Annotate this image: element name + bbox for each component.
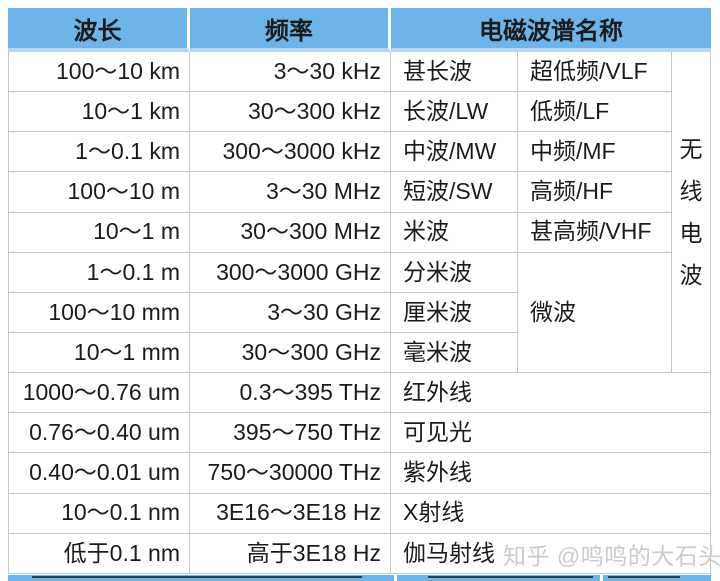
cropped-column-divider: [394, 575, 397, 581]
band-cell: 甚长波: [391, 52, 518, 93]
band-cell: 伽马射线: [391, 533, 711, 574]
frequency-cell: 3～30 MHz: [190, 172, 391, 213]
band-cell: 长波/LW: [391, 92, 518, 133]
cropped-text-fragment: [428, 576, 593, 578]
band-cell: 米波: [391, 212, 518, 253]
wavelength-cell: 10～1 km: [8, 92, 190, 133]
wavelength-cell: 100～10 mm: [8, 292, 190, 333]
band-cell: 红外线: [391, 373, 711, 414]
wavelength-cell: 0.40～0.01 um: [8, 453, 190, 494]
header-spectrum-name: 电磁波谱名称: [391, 8, 711, 52]
cropped-column-divider: [600, 575, 603, 581]
freq-band-cell: 中频/MF: [518, 132, 672, 173]
frequency-cell: 750～30000 THz: [190, 453, 391, 494]
band-cell: 紫外线: [391, 453, 711, 494]
cropped-text-fragment: [608, 576, 680, 578]
frequency-cell: 300～3000 kHz: [190, 132, 391, 173]
frequency-cell: 3E16～3E18 Hz: [190, 493, 391, 534]
header-wavelength: 波长: [8, 8, 190, 52]
frequency-cell: 0.3～395 THz: [190, 373, 391, 414]
frequency-cell: 395～750 THz: [190, 413, 391, 454]
frequency-cell: 30～300 MHz: [190, 212, 391, 253]
freq-band-cell: 超低频/VLF: [518, 52, 672, 93]
spectrum-table: 波长 频率 电磁波谱名称 无线电波 微波 100～10 km 3～30 kHz …: [8, 8, 711, 574]
header-frequency: 频率: [190, 8, 391, 52]
frequency-cell: 高于3E18 Hz: [190, 533, 391, 574]
band-cell: 厘米波: [391, 292, 518, 333]
wavelength-cell: 100～10 km: [8, 52, 190, 93]
frequency-cell: 3～30 kHz: [190, 52, 391, 93]
band-cell: 短波/SW: [391, 172, 518, 213]
radio-wave-group-cell: 无线电波: [672, 52, 711, 374]
frequency-cell: 30～300 GHz: [190, 332, 391, 374]
wavelength-cell: 100～10 m: [8, 172, 190, 213]
band-cell: 毫米波: [391, 332, 518, 374]
wavelength-cell: 1000～0.76 um: [8, 373, 190, 414]
watermark: 知乎 @鸣鸣的大石头: [503, 543, 720, 569]
band-cell: 中波/MW: [391, 132, 518, 173]
wavelength-cell: 1～0.1 km: [8, 132, 190, 173]
freq-band-cell: 甚高频/VHF: [518, 212, 672, 253]
wavelength-cell: 低于0.1 nm: [8, 533, 190, 574]
wavelength-cell: 10～0.1 nm: [8, 493, 190, 534]
wavelength-cell: 10～1 m: [8, 212, 190, 253]
wavelength-cell: 1～0.1 m: [8, 252, 190, 293]
band-cell: X射线: [391, 493, 711, 534]
frequency-cell: 30～300 kHz: [190, 92, 391, 133]
freq-band-cell: 高频/HF: [518, 172, 672, 213]
frequency-cell: 3～30 GHz: [190, 292, 391, 333]
wavelength-cell: 0.76～0.40 um: [8, 413, 190, 454]
band-cell: 可见光: [391, 413, 711, 454]
wavelength-cell: 10～1 mm: [8, 332, 190, 374]
band-cell: 分米波: [391, 252, 518, 293]
frequency-cell: 300～3000 GHz: [190, 252, 391, 293]
microwave-group-cell: 微波: [518, 252, 672, 374]
next-table-header-cropped: [8, 575, 711, 581]
cropped-text-fragment: [32, 576, 362, 578]
freq-band-cell: 低频/LF: [518, 92, 672, 133]
